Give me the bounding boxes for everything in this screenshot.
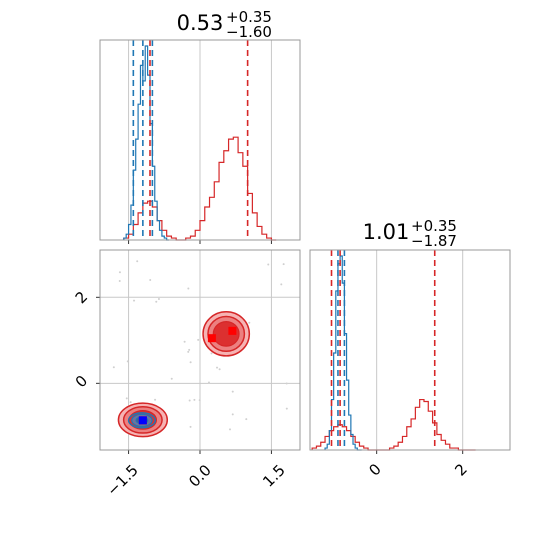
sample-point (170, 377, 173, 380)
sample-point (218, 368, 221, 371)
sample-point (285, 382, 288, 385)
sample-point (210, 352, 213, 355)
x-tick-label: −1.5 (103, 461, 141, 499)
sample-point (280, 283, 283, 286)
sample-point (231, 413, 234, 416)
title-param2-main: 1.01 (363, 220, 410, 244)
x-tick-labels-param2: 0 2 (365, 460, 470, 479)
sample-point (118, 271, 121, 274)
x-tick-label: 1.5 (259, 461, 289, 491)
sample-point (198, 399, 201, 402)
title-param2-sub: −1.87 (411, 232, 457, 250)
sample-point (188, 399, 191, 402)
sample-point (282, 263, 285, 266)
title-param1-sub: −1.60 (226, 23, 272, 41)
y-tick-label: 2 (72, 288, 91, 307)
sample-point (189, 361, 192, 364)
sample-point (155, 300, 158, 303)
sample-point (231, 390, 234, 393)
hist-series-blue (123, 45, 170, 241)
sample-point (126, 360, 129, 363)
sample-point (183, 340, 186, 343)
hist-series-red (123, 136, 277, 241)
sample-point (189, 425, 192, 428)
sample-point (245, 418, 248, 421)
sample-point (157, 298, 160, 301)
x-tick-label: 0.0 (185, 461, 215, 491)
sample-point (136, 260, 139, 263)
marker-red (207, 334, 216, 343)
histogram-param1 (99, 39, 301, 244)
sample-point (187, 350, 190, 353)
sample-point (248, 321, 251, 324)
sample-point (129, 401, 132, 404)
marker-red (228, 326, 237, 335)
density-layer (112, 260, 288, 438)
x-tick-labels-param1: −1.5 0.0 1.5 (103, 461, 288, 499)
sample-point (228, 428, 231, 431)
panel-frame (99, 249, 301, 451)
contour-blue-outer (127, 412, 156, 429)
sample-point (133, 299, 136, 302)
title-param2-sup: +0.35 (411, 217, 457, 235)
title-param1-sup: +0.35 (226, 8, 272, 26)
hist-series-blue (324, 255, 362, 451)
x-tick-label: 2 (451, 460, 470, 479)
panel-frame (309, 249, 511, 451)
marker-blue (138, 416, 147, 425)
x-tick-label: 0 (365, 460, 384, 479)
y-tick-labels-param2: 0 2 (72, 288, 91, 391)
sample-point (118, 280, 121, 283)
sample-point (112, 366, 115, 369)
sample-point (193, 398, 196, 401)
sample-point (149, 279, 152, 282)
sample-point (188, 348, 191, 351)
panel-frame (99, 39, 301, 241)
histogram-param2 (309, 249, 511, 454)
sample-point (207, 381, 210, 384)
sample-point (187, 287, 190, 290)
sample-point (216, 366, 219, 369)
title-param1-main: 0.53 (177, 11, 224, 35)
title-param1: 0.53 (177, 11, 224, 35)
sample-point (154, 398, 157, 401)
y-tick-label: 0 (72, 372, 91, 391)
title-param2: 1.01 (363, 220, 410, 244)
sample-point (285, 407, 288, 410)
sample-point (197, 338, 200, 341)
scatter-2d-panel (96, 249, 301, 454)
sample-point (125, 397, 128, 400)
hist-series-red (311, 398, 476, 451)
sample-point (267, 263, 270, 266)
